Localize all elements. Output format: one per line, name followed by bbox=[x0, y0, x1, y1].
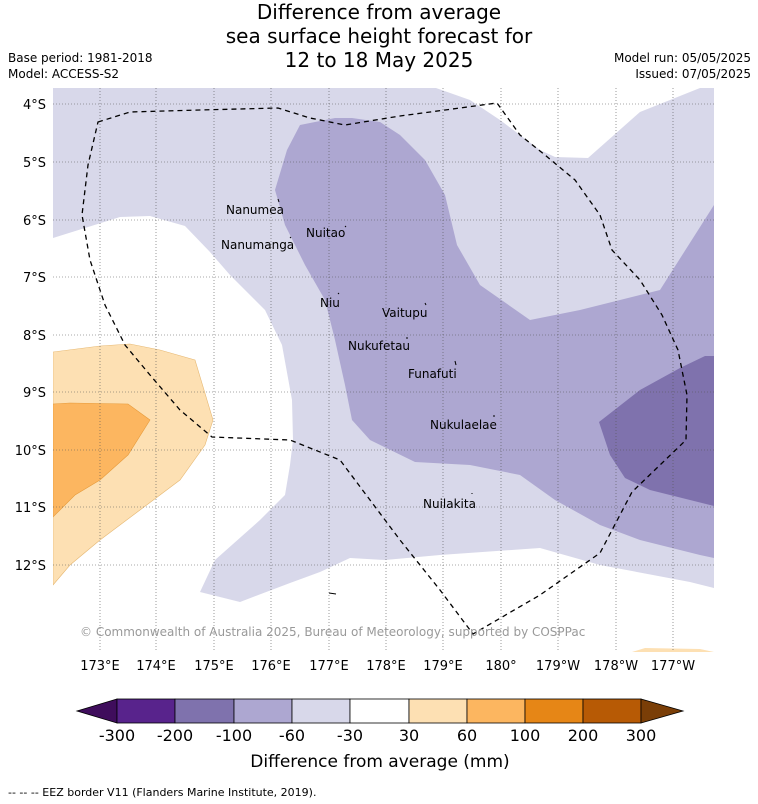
place-label-niu: Niu bbox=[320, 296, 340, 310]
contour-neg100 bbox=[599, 356, 714, 506]
lon-label: 178°W bbox=[594, 659, 638, 674]
contour-pos60 bbox=[53, 402, 151, 518]
gridlines bbox=[53, 88, 714, 652]
longitude-labels: 173°E 174°E 175°E 176°E 177°E 178°E 179°E 180° 1… bbox=[80, 659, 695, 674]
colorbar-swatch bbox=[582, 698, 642, 724]
island-mark-vaitupu bbox=[424, 302, 427, 306]
colorbar-tick: -30 bbox=[337, 726, 363, 745]
lat-label: 6°S bbox=[23, 214, 46, 229]
colorbar-tick: -100 bbox=[216, 726, 252, 745]
lat-label: 9°S bbox=[23, 386, 46, 401]
copyright-text: © Commonwealth of Australia 2025, Bureau… bbox=[80, 625, 585, 639]
colorbar-swatch bbox=[116, 698, 176, 724]
colorbar-tick: -300 bbox=[99, 726, 135, 745]
colorbar-tick: 60 bbox=[457, 726, 477, 745]
colorbar-swatch bbox=[408, 698, 468, 724]
eez-border bbox=[81, 102, 688, 635]
meta-right: Model run: 05/05/2025 Issued: 07/05/2025 bbox=[614, 50, 751, 82]
colorbar-title: Difference from average (mm) bbox=[250, 752, 509, 772]
island-mark-nuitao bbox=[344, 225, 347, 228]
place-labels: Nanumea Nuitao Nanumanga Niu Vaitupu Nukufeta… bbox=[221, 203, 497, 511]
place-label-nuilakita: Nuilakita bbox=[423, 497, 476, 511]
colorbar-tick: 200 bbox=[568, 726, 599, 745]
island-mark-south bbox=[328, 592, 337, 595]
contour-pos30-small bbox=[632, 648, 714, 652]
colorbar-swatch bbox=[291, 698, 351, 724]
lon-label: 179°E bbox=[423, 659, 463, 674]
latitude-labels: 4°S 5°S 6°S 7°S 8°S 9°S 10°S 11°S 12°S bbox=[15, 98, 46, 574]
colorbar-extend-high bbox=[640, 698, 685, 724]
lon-label: 179°W bbox=[536, 659, 580, 674]
place-label-nukulaelae: Nukulaelae bbox=[430, 418, 497, 432]
colorbar-swatch bbox=[524, 698, 584, 724]
contour-neg60 bbox=[275, 118, 714, 558]
colorbar-swatch bbox=[174, 698, 235, 724]
title-line-3: 12 to 18 May 2025 bbox=[284, 48, 474, 72]
lat-label: 11°S bbox=[15, 501, 46, 516]
lon-label: 176°E bbox=[251, 659, 291, 674]
issued-date: Issued: 07/05/2025 bbox=[635, 67, 751, 81]
title-line-2: sea surface height forecast for bbox=[225, 24, 533, 48]
lon-label: 177°W bbox=[651, 659, 695, 674]
island-marks bbox=[277, 198, 495, 595]
colorbar-tick: -200 bbox=[157, 726, 193, 745]
place-label-nanumea: Nanumea bbox=[226, 203, 284, 217]
island-mark-funafuti bbox=[454, 360, 457, 366]
base-period: Base period: 1981-2018 bbox=[8, 51, 153, 65]
lat-label: 10°S bbox=[15, 444, 46, 459]
lon-label: 180° bbox=[485, 659, 516, 674]
place-label-nuitao: Nuitao bbox=[306, 226, 345, 240]
island-mark-nanumea bbox=[277, 198, 280, 203]
lat-label: 5°S bbox=[23, 156, 46, 171]
colorbar-tick: -60 bbox=[279, 726, 305, 745]
island-mark-nanumanga bbox=[289, 236, 292, 239]
lon-label: 178°E bbox=[366, 659, 406, 674]
colorbar-swatch bbox=[466, 698, 526, 724]
lat-label: 7°S bbox=[23, 271, 46, 286]
map-title: Difference from average sea surface heig… bbox=[0, 0, 758, 72]
place-label-nukufetau: Nukufetau bbox=[348, 339, 410, 353]
model-name: Model: ACCESS-S2 bbox=[8, 67, 120, 81]
map-area: Nanumea Nuitao Nanumanga Niu Vaitupu Nukufeta… bbox=[53, 88, 714, 652]
place-label-funafuti: Funafuti bbox=[408, 367, 457, 381]
colorbar-extend-low bbox=[75, 698, 118, 724]
colorbar-tick: 100 bbox=[510, 726, 541, 745]
lat-label: 8°S bbox=[23, 329, 46, 344]
eez-legend-note: -- -- -- EEZ border V11 (Flanders Marine… bbox=[8, 786, 317, 799]
colorbar-swatch bbox=[349, 698, 410, 724]
lat-label: 4°S bbox=[23, 98, 46, 113]
meta-left: Base period: 1981-2018 Model: ACCESS-S2 bbox=[8, 50, 153, 82]
colorbar-tick: 300 bbox=[626, 726, 657, 745]
colorbar: -300 -200 -100 -60 -30 30 60 100 200 300 Differenc… bbox=[75, 698, 685, 772]
lon-label: 173°E bbox=[80, 659, 120, 674]
island-mark-niu bbox=[337, 292, 340, 295]
lon-label: 175°E bbox=[194, 659, 234, 674]
lon-label: 177°E bbox=[309, 659, 349, 674]
model-run: Model run: 05/05/2025 bbox=[613, 51, 751, 65]
lon-label: 174°E bbox=[136, 659, 176, 674]
place-label-nanumanga: Nanumanga bbox=[221, 238, 294, 252]
colorbar-swatch bbox=[233, 698, 293, 724]
lat-label: 12°S bbox=[15, 559, 46, 574]
place-label-vaitupu: Vaitupu bbox=[382, 306, 428, 320]
colorbar-tick: 30 bbox=[399, 726, 419, 745]
title-line-1: Difference from average bbox=[256, 0, 502, 24]
